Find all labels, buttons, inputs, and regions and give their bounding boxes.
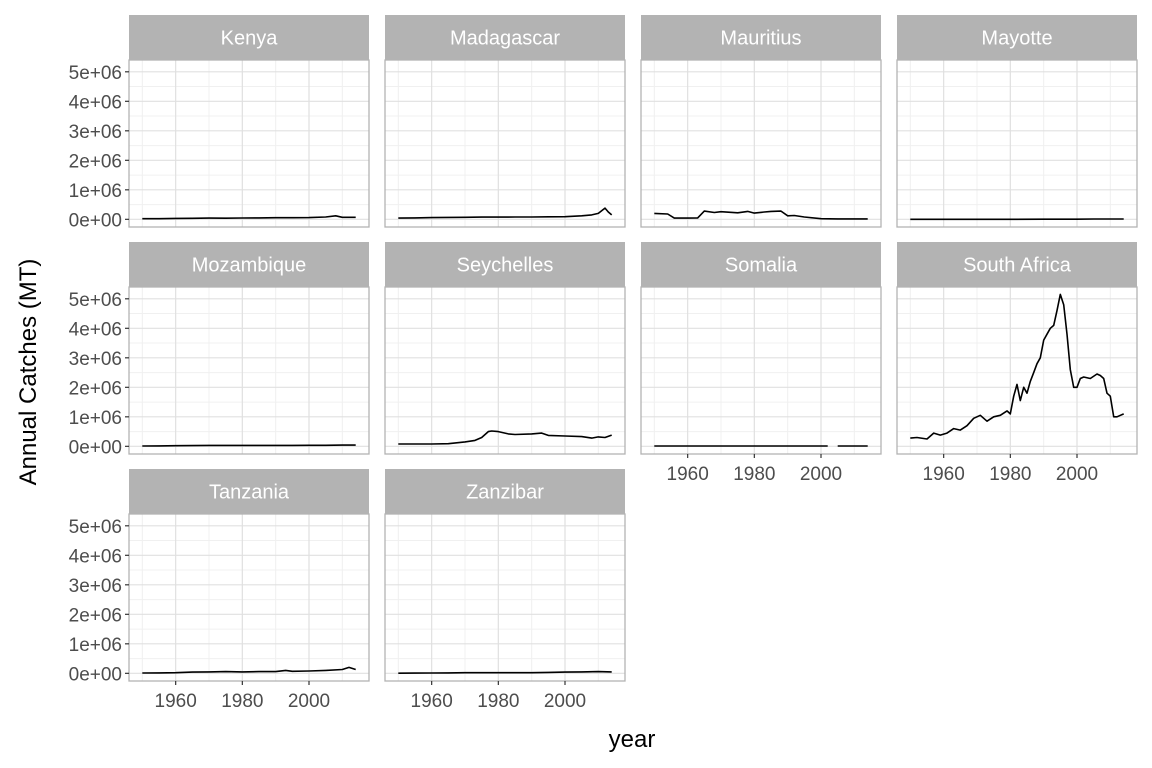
y-tick-label: 2e+06 <box>69 605 122 626</box>
panel-border <box>384 513 626 682</box>
facet-strip <box>129 242 369 287</box>
facet-strip-label: Mayotte <box>981 28 1052 50</box>
panel-border <box>896 59 1138 228</box>
y-tick-label: 1e+06 <box>69 181 122 202</box>
y-tick-label: 5e+06 <box>69 63 122 84</box>
facet-strip-label: Mozambique <box>192 255 307 277</box>
x-tick-label: 1960 <box>155 691 197 712</box>
facet-seychelles: Seychelles <box>384 242 626 455</box>
y-tick-label: 3e+06 <box>69 576 122 597</box>
plot-panel <box>897 287 1137 454</box>
plot-panel <box>385 60 625 227</box>
facet-strip <box>129 15 369 60</box>
y-tick-label: 4e+06 <box>69 546 122 567</box>
facet-strip-label: Madagascar <box>450 28 560 50</box>
y-tick-label: 0e+00 <box>69 210 122 231</box>
panel-border <box>640 286 882 455</box>
series-line <box>398 430 612 445</box>
x-tick-label: 2000 <box>800 464 842 485</box>
y-axis-title: Annual Catches (MT) <box>15 259 42 486</box>
plot-panel <box>385 287 625 454</box>
facet-panels: Kenya 0e+00 1e+06 2e+06 3e+06 4e+06 5e+06 Madag… <box>69 15 1138 712</box>
series-line <box>398 207 613 219</box>
facet-strip-label: Seychelles <box>457 255 554 277</box>
series-line <box>142 215 356 220</box>
y-tick-label: 2e+06 <box>69 378 122 399</box>
facet-strip <box>641 242 881 287</box>
plot-panel <box>129 514 369 681</box>
plot-panel <box>129 60 369 227</box>
facet-strip <box>897 15 1137 60</box>
facet-strip-label: Kenya <box>221 28 279 50</box>
plot-panel <box>897 60 1137 227</box>
plot-panel <box>641 60 881 227</box>
x-tick-label: 1960 <box>667 464 709 485</box>
y-tick-label: 3e+06 <box>69 122 122 143</box>
panel-border <box>128 59 370 228</box>
y-tick-label: 5e+06 <box>69 517 122 538</box>
y-tick-label: 3e+06 <box>69 349 122 370</box>
y-tick-label: 1e+06 <box>69 408 122 429</box>
panel-border <box>640 59 882 228</box>
y-tick-label: 1e+06 <box>69 635 122 656</box>
facet-strip <box>385 242 625 287</box>
panel-border <box>384 286 626 455</box>
facet-tanzania: Tanzania 0e+00 1e+06 2e+06 3e+06 4e+06 5e+06 19… <box>69 469 370 712</box>
panel-border <box>128 513 370 682</box>
facet-strip-label: Tanzania <box>209 482 290 504</box>
x-axis-title: year <box>609 726 656 753</box>
x-tick-label: 1960 <box>411 691 453 712</box>
facet-madagascar: Madagascar <box>384 15 626 228</box>
y-tick-label: 0e+00 <box>69 664 122 685</box>
x-tick-label: 1980 <box>989 464 1031 485</box>
x-tick-label: 2000 <box>544 691 586 712</box>
panel-border <box>896 286 1138 455</box>
x-tick-label: 1980 <box>733 464 775 485</box>
plot-panel <box>641 287 881 454</box>
facet-strip <box>897 242 1137 287</box>
facet-strip-label: Somalia <box>725 255 798 277</box>
facet-strip <box>385 469 625 514</box>
series-line <box>654 210 868 220</box>
facet-mozambique: Mozambique 0e+00 1e+06 2e+06 3e+06 4e+06 5e+06 <box>69 242 370 458</box>
y-tick-label: 2e+06 <box>69 151 122 172</box>
x-tick-label: 1980 <box>477 691 519 712</box>
facet-kenya: Kenya 0e+00 1e+06 2e+06 3e+06 4e+06 5e+06 <box>69 15 370 231</box>
series-line <box>142 666 356 674</box>
x-tick-label: 1960 <box>923 464 965 485</box>
facet-strip-label: South Africa <box>963 255 1072 277</box>
series-line <box>142 444 356 447</box>
facet-south-africa: South Africa 1960 1980 2000 <box>896 242 1138 485</box>
plot-panel <box>129 287 369 454</box>
facet-mauritius: Mauritius <box>640 15 882 228</box>
facet-strip-label: Zanzibar <box>466 482 544 504</box>
series-line <box>398 670 612 674</box>
panel-border <box>128 286 370 455</box>
y-tick-label: 4e+06 <box>69 92 122 113</box>
facet-strip <box>641 15 881 60</box>
x-tick-label: 2000 <box>1056 464 1098 485</box>
facet-strip-label: Mauritius <box>720 28 801 50</box>
facet-strip <box>129 469 369 514</box>
y-tick-label: 4e+06 <box>69 319 122 340</box>
y-tick-label: 0e+00 <box>69 437 122 458</box>
x-tick-label: 1980 <box>221 691 263 712</box>
panel-border <box>384 59 626 228</box>
x-tick-label: 2000 <box>288 691 330 712</box>
plot-panel <box>385 514 625 681</box>
facet-mayotte: Mayotte <box>896 15 1138 228</box>
facet-strip <box>385 15 625 60</box>
facet-somalia: Somalia 1960 1980 2000 <box>640 242 882 485</box>
series-line <box>910 293 1125 440</box>
y-tick-label: 5e+06 <box>69 290 122 311</box>
facet-zanzibar: Zanzibar 1960 1980 2000 <box>384 469 626 712</box>
